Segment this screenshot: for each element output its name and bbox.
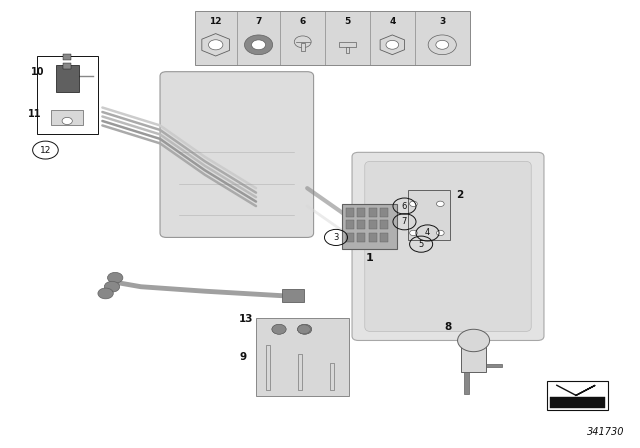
Circle shape [410, 230, 417, 236]
Circle shape [108, 272, 123, 283]
Bar [346, 220, 354, 229]
Text: 1: 1 [365, 254, 374, 263]
Bar [339, 42, 356, 47]
Text: 341730: 341730 [586, 427, 624, 437]
Polygon shape [202, 34, 230, 56]
Bar [357, 233, 365, 242]
Circle shape [294, 36, 311, 48]
Circle shape [436, 230, 444, 236]
Circle shape [436, 201, 444, 207]
Text: 4: 4 [425, 228, 430, 237]
Text: 3: 3 [333, 233, 339, 242]
Bar [346, 208, 354, 217]
Bar [369, 220, 377, 229]
Bar [342, 204, 397, 249]
Bar [298, 354, 302, 390]
Bar [51, 110, 83, 125]
Bar [266, 345, 270, 390]
Text: 2: 2 [456, 190, 463, 200]
Bar [357, 220, 365, 229]
Text: 7: 7 [402, 217, 407, 226]
Bar [256, 318, 349, 396]
Circle shape [410, 201, 417, 207]
Bar [380, 220, 388, 229]
Text: 10: 10 [31, 67, 45, 77]
Circle shape [386, 40, 399, 49]
Text: 5: 5 [344, 17, 351, 26]
Bar [486, 364, 502, 367]
Text: 13: 13 [239, 314, 253, 323]
FancyBboxPatch shape [160, 72, 314, 237]
Circle shape [298, 324, 312, 334]
Bar [464, 372, 469, 394]
Bar [369, 208, 377, 217]
Circle shape [272, 324, 286, 334]
Circle shape [104, 281, 120, 292]
Circle shape [252, 40, 266, 50]
FancyBboxPatch shape [352, 152, 544, 340]
Bar [63, 54, 71, 60]
Bar [408, 190, 450, 240]
Bar [63, 63, 71, 69]
Bar [330, 363, 334, 390]
Circle shape [298, 324, 312, 334]
Polygon shape [380, 35, 404, 55]
Circle shape [298, 325, 309, 333]
Text: 5: 5 [419, 240, 424, 249]
Text: 8: 8 [444, 322, 452, 332]
Circle shape [244, 35, 273, 55]
Bar [357, 208, 365, 217]
Bar [380, 233, 388, 242]
Circle shape [209, 40, 223, 50]
FancyBboxPatch shape [365, 161, 531, 332]
Bar [346, 47, 349, 53]
Circle shape [272, 325, 284, 333]
Text: 6: 6 [402, 202, 407, 211]
Circle shape [298, 325, 310, 334]
Bar [380, 208, 388, 217]
Bar [547, 381, 608, 410]
Text: 6: 6 [300, 17, 306, 26]
Bar [37, 56, 98, 134]
Bar [346, 233, 354, 242]
Text: 3: 3 [439, 17, 445, 26]
Text: 4: 4 [389, 17, 396, 26]
Circle shape [436, 40, 449, 49]
Text: 11: 11 [28, 109, 42, 119]
Text: 9: 9 [239, 352, 246, 362]
Bar [550, 397, 605, 408]
Bar [282, 289, 304, 302]
Bar [301, 43, 305, 51]
Bar [195, 11, 470, 65]
Bar [56, 65, 79, 92]
Circle shape [98, 288, 113, 299]
Bar [461, 340, 486, 372]
Text: 7: 7 [255, 17, 262, 26]
Circle shape [62, 117, 72, 125]
Circle shape [272, 324, 286, 334]
Circle shape [458, 329, 490, 352]
Circle shape [428, 35, 456, 55]
Text: 12: 12 [40, 146, 51, 155]
Text: 12: 12 [209, 17, 222, 26]
Bar [369, 233, 377, 242]
